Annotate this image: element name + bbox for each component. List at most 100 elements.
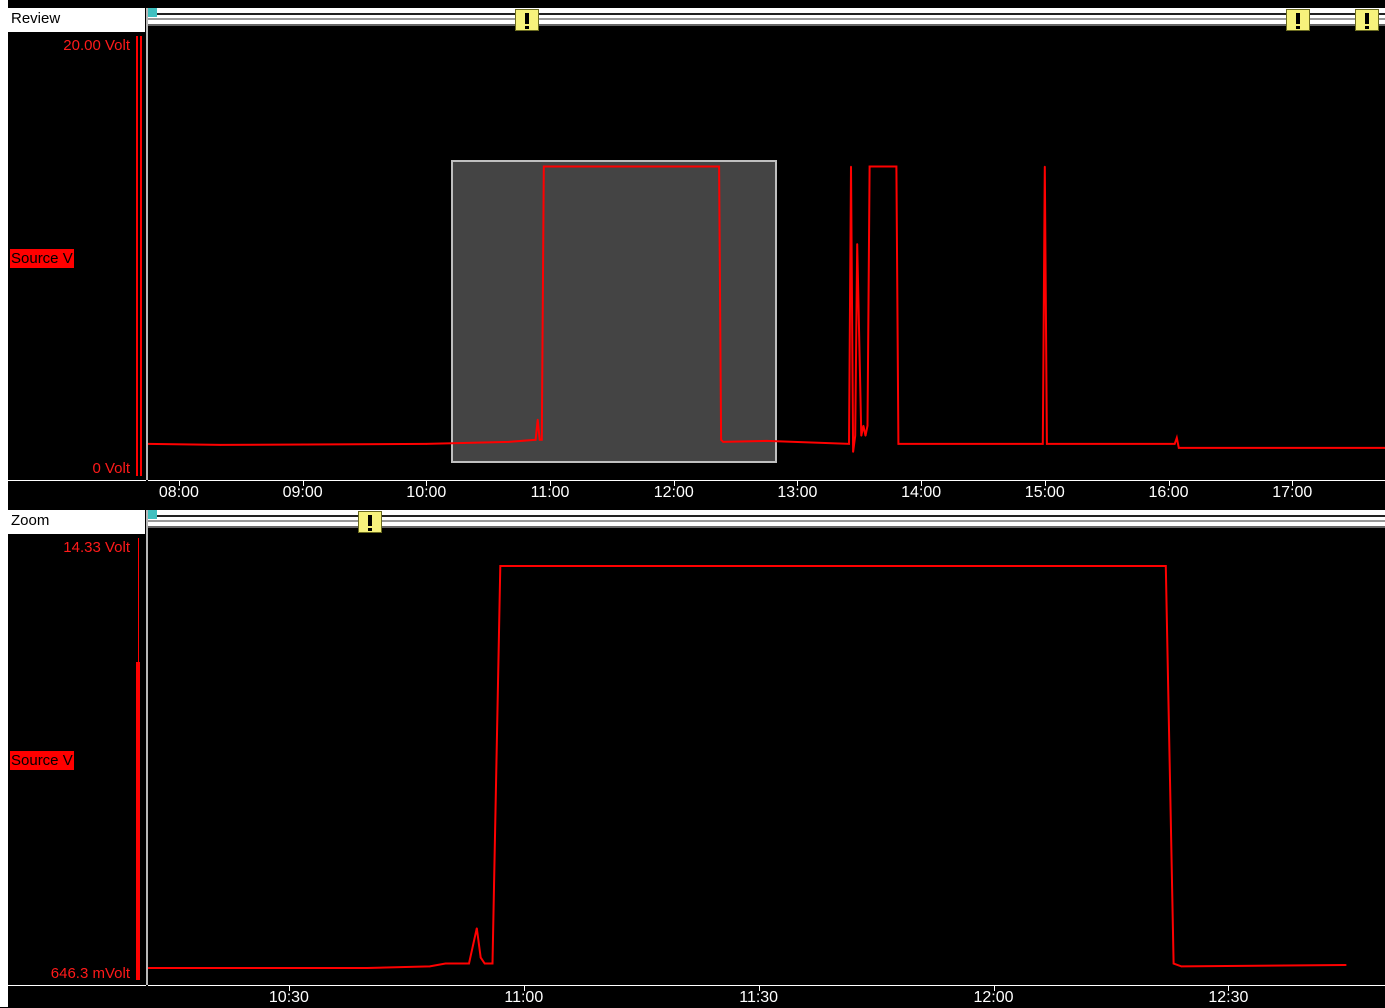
zoom-label-column: 14.33 Volt Source V 646.3 mVolt (8, 534, 146, 984)
data-point (765, 440, 768, 442)
x-tick-label: 12:00 (653, 484, 694, 501)
data-point (1180, 965, 1183, 968)
x-tick-mark (426, 481, 428, 486)
data-point (848, 443, 850, 445)
data-point (864, 435, 867, 437)
x-tick-mark (1044, 481, 1046, 486)
data-point (850, 165, 852, 168)
data-point (148, 443, 149, 445)
zoom-trace-svg (148, 565, 1347, 969)
review-x-axis: 08:00 09:00 10:00 11:00 12:00 13:00 14:00 15:00… (148, 480, 1385, 503)
event-marker-icon[interactable] (515, 9, 539, 31)
start-marker-icon[interactable] (148, 510, 157, 519)
zoom-y-max-label: 14.33 Volt (63, 539, 130, 556)
x-tick-label: 14:00 (901, 484, 942, 501)
x-tick-mark (288, 986, 290, 991)
x-tick-mark (797, 481, 799, 486)
x-tick-mark (921, 481, 923, 486)
data-point (720, 439, 722, 441)
review-y-min-label: 0 Volt (92, 460, 130, 477)
data-point (1173, 443, 1176, 445)
data-point (1044, 165, 1046, 168)
x-tick-mark (523, 986, 525, 991)
series-line-source-v (148, 165, 1385, 453)
data-point (508, 441, 510, 443)
zoom-plot-area[interactable] (148, 534, 1385, 984)
x-tick-label: 12:30 (1208, 989, 1249, 1006)
review-y-scale-bar (136, 36, 138, 476)
data-point (1345, 964, 1347, 966)
x-tick-label: 12:00 (973, 989, 1014, 1006)
data-point (479, 956, 482, 959)
data-point (541, 439, 543, 441)
x-tick-mark (1228, 986, 1230, 991)
event-marker-icon[interactable] (1355, 9, 1379, 31)
x-tick-mark (550, 481, 552, 486)
data-point (1178, 447, 1180, 449)
data-point (468, 962, 470, 965)
zoom-y-scale-line (138, 538, 139, 978)
series-line-source-v (148, 565, 1346, 969)
x-tick-mark (302, 481, 304, 486)
x-tick-label: 10:00 (406, 484, 447, 501)
data-point (219, 444, 221, 446)
x-tick-label: 15:00 (1024, 484, 1065, 501)
zoom-marker-ruler[interactable] (148, 510, 1385, 534)
zoom-channel-label[interactable]: Source V (10, 751, 74, 770)
data-point (862, 424, 865, 427)
x-tick-mark (1292, 481, 1294, 486)
data-point (1046, 443, 1048, 445)
event-marker-icon[interactable] (1286, 9, 1310, 31)
data-point (866, 424, 869, 427)
data-point (856, 243, 858, 245)
x-tick-label: 08:00 (158, 484, 199, 501)
x-tick-label: 17:00 (1272, 484, 1313, 501)
x-tick-mark (1168, 481, 1170, 486)
data-point (895, 165, 898, 168)
data-point (868, 165, 871, 168)
review-trace-svg (148, 165, 1385, 453)
x-tick-mark (758, 986, 760, 991)
x-tick-label: 13:00 (777, 484, 818, 501)
data-point (1042, 443, 1044, 445)
review-label-column: 20.00 Volt Source V 0 Volt (8, 32, 146, 479)
x-tick-label: 09:00 (282, 484, 323, 501)
review-marker-ruler[interactable] (148, 8, 1385, 32)
data-point (870, 165, 873, 168)
data-point (1165, 565, 1167, 567)
zoom-x-axis-spacer (8, 985, 146, 1007)
review-divider[interactable] (146, 8, 148, 480)
event-marker-icon[interactable] (358, 511, 382, 533)
review-panel-title: Review (8, 8, 146, 32)
x-tick-label: 11:00 (530, 484, 570, 501)
review-x-axis-spacer (8, 480, 146, 502)
review-y-max-label: 20.00 Volt (63, 37, 130, 54)
data-point (483, 962, 486, 965)
zoom-x-axis: 10:30 11:00 11:30 12:00 12:30 (148, 985, 1385, 1008)
x-tick-label: 10:30 (268, 989, 309, 1006)
zoom-divider[interactable] (146, 510, 148, 985)
data-point (538, 439, 541, 441)
data-point (429, 965, 431, 968)
review-channel-label[interactable]: Source V (10, 249, 74, 268)
x-tick-mark (178, 481, 180, 486)
x-tick-label: 11:30 (739, 989, 779, 1006)
data-point (543, 165, 545, 168)
data-point (148, 967, 149, 969)
start-marker-icon[interactable] (148, 8, 157, 17)
review-plot-area[interactable] (148, 32, 1385, 479)
zoom-y-min-label: 646.3 mVolt (50, 965, 130, 982)
data-point (852, 451, 854, 453)
data-point (491, 962, 494, 965)
zoom-panel-title: Zoom (8, 510, 146, 534)
data-point (860, 435, 863, 437)
zoom-selection-box[interactable] (451, 160, 777, 463)
data-point (425, 443, 428, 445)
data-point (499, 565, 502, 567)
data-point (534, 439, 537, 441)
x-tick-mark (673, 481, 675, 486)
x-tick-label: 11:00 (504, 989, 544, 1006)
data-point (366, 967, 368, 969)
data-point (536, 418, 539, 421)
data-point (444, 962, 447, 965)
